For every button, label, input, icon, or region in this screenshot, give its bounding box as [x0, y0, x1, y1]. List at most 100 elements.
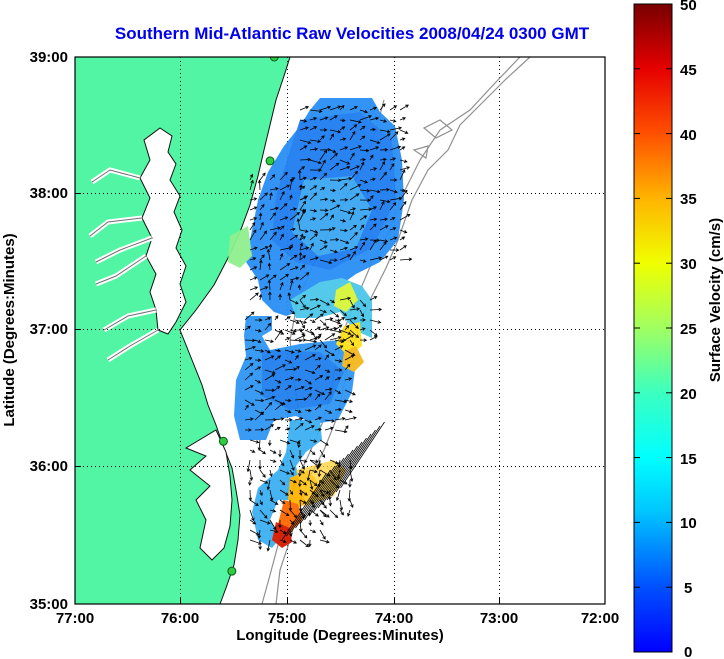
chart-title: Southern Mid-Atlantic Raw Velocities 200…	[114, 24, 590, 43]
velocity-arrow	[349, 224, 357, 231]
velocity-arrow	[349, 145, 362, 151]
velocity-arrow	[299, 306, 310, 311]
colorbar-tick-label: 25	[680, 321, 697, 338]
velocity-arrow	[329, 329, 343, 334]
velocity-arrow	[269, 231, 277, 241]
velocity-arrow	[349, 231, 358, 241]
velocity-arrow	[334, 407, 343, 412]
velocity-arrow	[319, 489, 330, 494]
velocity-arrow	[329, 188, 337, 193]
velocity-arrow	[344, 316, 358, 321]
velocity-arrow	[299, 126, 309, 131]
velocity-arrow	[389, 131, 399, 141]
velocity-arrow	[369, 256, 383, 261]
velocity-arrow	[279, 439, 291, 445]
velocity-arrow	[369, 239, 377, 251]
velocity-arrow	[269, 529, 279, 534]
velocity-arrow	[335, 425, 381, 493]
velocity-arrow	[359, 198, 372, 203]
velocity-arrow	[334, 376, 342, 381]
velocity-arrow	[297, 284, 302, 291]
velocity-arrow	[319, 529, 326, 540]
velocity-arrow	[309, 256, 319, 261]
velocity-arrow	[324, 387, 333, 392]
velocity-arrow	[389, 227, 397, 231]
velocity-arrow	[294, 377, 302, 382]
velocity-arrow	[284, 316, 291, 321]
velocity-arrow	[344, 389, 356, 396]
velocity-arrow	[299, 229, 309, 233]
velocity-arrow	[329, 204, 341, 211]
velocity-arrow	[329, 227, 336, 231]
velocity-arrow	[279, 459, 285, 467]
velocity-arrow	[299, 233, 304, 241]
velocity-arrow	[299, 529, 308, 539]
velocity-arrow	[349, 307, 361, 311]
velocity-arrow	[299, 176, 307, 181]
velocity-arrow	[339, 317, 346, 321]
velocity-arrow	[399, 104, 409, 111]
velocity-arrow	[314, 427, 322, 432]
velocity-arrow	[326, 433, 372, 501]
velocity-arrow	[349, 211, 355, 221]
velocity-arrow	[344, 324, 350, 331]
velocity-arrow	[339, 254, 351, 261]
velocity-arrow	[339, 239, 350, 245]
velocity-arrow	[249, 221, 256, 231]
velocity-arrow	[249, 217, 258, 221]
velocity-arrow	[369, 296, 378, 301]
velocity-arrow	[309, 139, 322, 143]
velocity-arrow	[254, 329, 262, 333]
velocity-arrow	[278, 449, 282, 458]
velocity-arrow	[264, 388, 276, 393]
velocity-arrow	[264, 424, 275, 431]
velocity-arrow	[244, 385, 254, 391]
velocity-arrow	[274, 402, 284, 411]
velocity-arrow	[359, 157, 366, 162]
velocity-arrow	[244, 362, 254, 371]
velocity-arrow	[244, 345, 257, 351]
velocity-arrow	[304, 419, 313, 424]
velocity-arrow	[359, 241, 366, 251]
velocity-arrow	[309, 479, 314, 491]
velocity-arrow	[309, 439, 318, 443]
velocity-arrow	[289, 299, 299, 305]
velocity-arrow	[314, 404, 322, 411]
velocity-arrow	[259, 259, 263, 271]
velocity-arrow	[324, 333, 336, 341]
velocity-arrow	[244, 399, 255, 406]
velocity-arrow	[299, 294, 307, 301]
velocity-arrow	[294, 386, 305, 391]
velocity-arrow	[249, 173, 254, 181]
velocity-arrow	[269, 187, 279, 191]
velocity-arrow	[334, 368, 343, 372]
velocity-arrow	[268, 243, 273, 251]
velocity-arrow	[344, 334, 355, 341]
velocity-arrow	[269, 519, 277, 531]
velocity-arrow	[298, 449, 302, 460]
velocity-arrow	[279, 202, 288, 211]
velocity-arrow	[269, 469, 273, 478]
velocity-arrow	[278, 293, 282, 301]
velocity-arrow	[314, 313, 324, 321]
velocity-arrow	[324, 391, 332, 401]
velocity-arrow	[369, 319, 382, 324]
velocity-arrow	[264, 316, 272, 321]
velocity-arrow	[349, 339, 355, 347]
velocity-arrow	[339, 309, 348, 317]
velocity-arrow	[339, 182, 348, 191]
velocity-arrow	[319, 259, 333, 265]
velocity-arrow	[254, 427, 265, 432]
velocity-arrow	[399, 129, 409, 134]
velocity-arrow	[289, 178, 294, 191]
velocity-arrow	[269, 174, 276, 181]
velocity-arrow	[249, 179, 254, 191]
velocity-arrow	[347, 489, 352, 502]
velocity-arrow	[309, 233, 318, 241]
velocity-arrow	[314, 375, 324, 381]
velocity-arrow	[309, 449, 316, 456]
velocity-arrow	[279, 281, 284, 291]
velocity-arrow	[309, 529, 317, 533]
velocity-arrow	[314, 364, 321, 371]
velocity-arrow	[309, 159, 322, 165]
